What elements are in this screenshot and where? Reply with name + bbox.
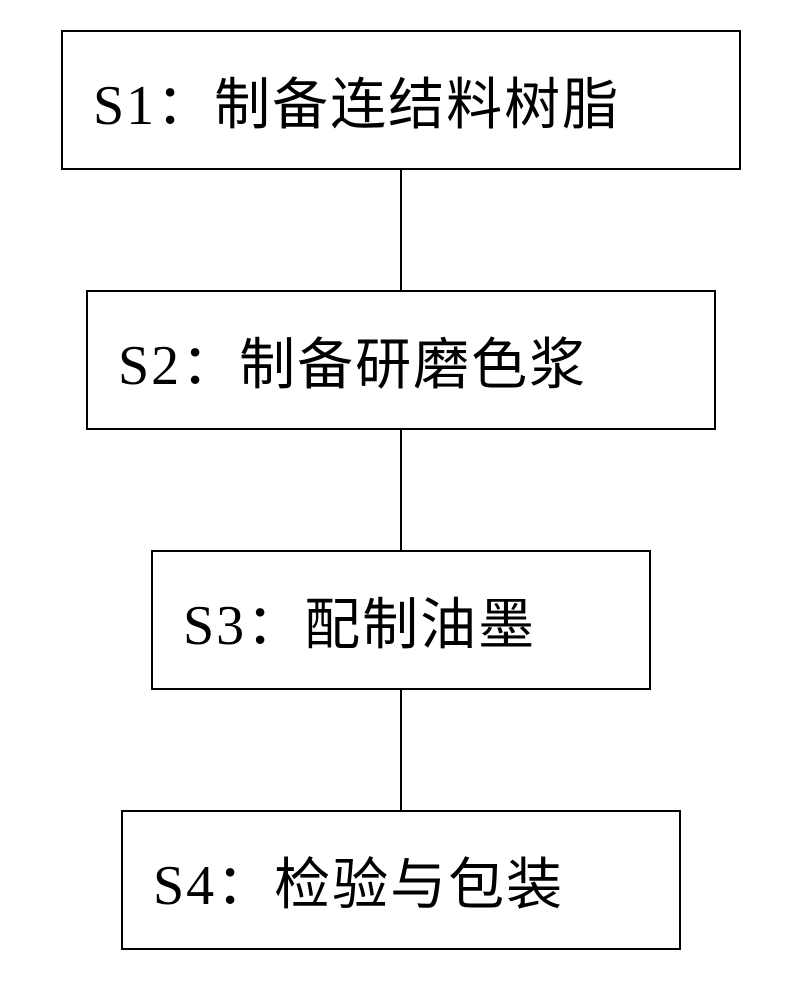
step-label-s1: S1：制备连结料树脂	[93, 60, 620, 141]
step-label-s4: S4：检验与包装	[153, 840, 564, 921]
step-box-s4: S4：检验与包装	[121, 810, 681, 950]
flowchart-container: S1：制备连结料树脂 S2：制备研磨色浆 S3：配制油墨 S4：检验与包装	[61, 30, 741, 950]
step-label-s3: S3：配制油墨	[183, 580, 536, 661]
step-label-s2: S2：制备研磨色浆	[118, 320, 587, 401]
step-box-s2: S2：制备研磨色浆	[86, 290, 716, 430]
connector-3	[400, 690, 402, 810]
step-box-s3: S3：配制油墨	[151, 550, 651, 690]
connector-2	[400, 430, 402, 550]
step-box-s1: S1：制备连结料树脂	[61, 30, 741, 170]
connector-1	[400, 170, 402, 290]
